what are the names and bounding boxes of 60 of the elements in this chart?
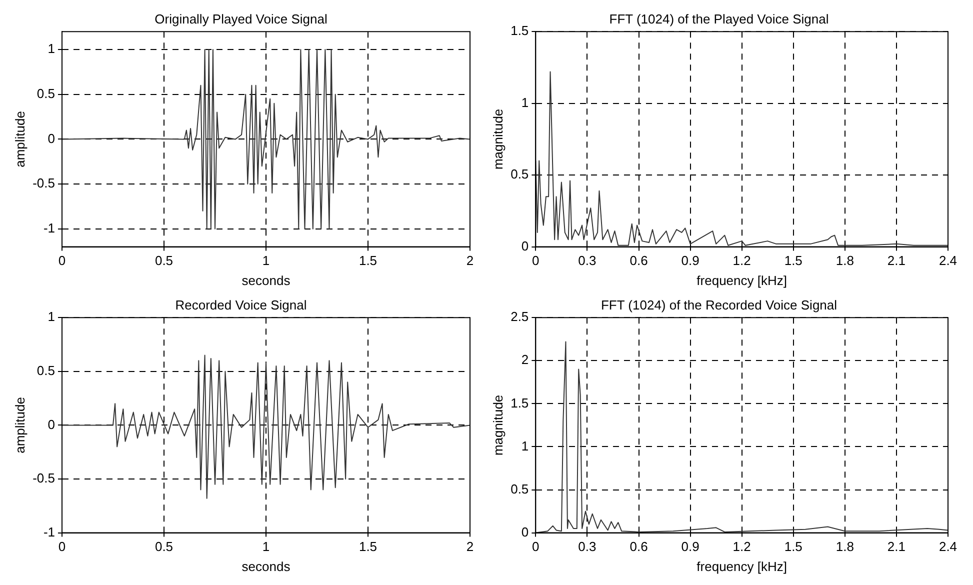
y-tick-label: -1 [43,220,55,236]
y-tick-label: 0 [521,524,529,540]
y-tick-label: 1 [521,94,529,110]
chart-title: FFT (1024) of the Recorded Voice Signal [600,297,838,312]
y-tick-label: -0.5 [32,470,55,486]
y-tick-label: 0.5 [36,362,55,378]
x-tick-label: 1 [262,253,270,268]
y-tick-label: 0 [48,130,55,146]
x-tick-label: 0.3 [578,539,596,554]
y-tick-label: -0.5 [32,176,55,191]
y-tick-label: 1 [48,41,55,56]
x-axis-title: seconds [242,272,291,288]
x-tick-label: 0 [58,253,66,268]
x-tick-label: 2.4 [938,253,958,268]
x-tick-label: 0.6 [630,539,648,554]
x-tick-label: 1 [262,539,270,554]
x-tick-label: 0.6 [630,253,648,268]
y-tick-label: 0.5 [510,481,529,496]
x-tick-label: 0 [532,253,540,268]
y-axis-title: magnitude [490,108,506,170]
x-axis-title: frequency [kHz] [696,272,787,288]
x-tick-label: 1.5 [358,539,378,554]
y-tick-label: 1.5 [510,23,529,38]
x-tick-label: 0 [58,539,66,554]
y-tick-label: 0.5 [510,166,529,182]
x-tick-label: 1.8 [836,253,854,268]
x-tick-label: 1.8 [836,539,854,554]
y-tick-label: -1 [43,524,55,540]
y-tick-label: 0.5 [36,86,55,101]
x-tick-label: 1.2 [732,539,751,554]
y-tick-label: 0 [48,416,55,432]
chart-title: Recorded Voice Signal [175,297,307,312]
y-tick-label: 1 [521,438,529,454]
y-tick-label: 2 [521,352,529,368]
x-tick-label: 1.5 [784,253,802,268]
y-tick-label: 1.5 [510,395,529,410]
x-axis-title: frequency [kHz] [696,558,787,574]
x-tick-label: 2 [466,253,474,268]
chart-title: FFT (1024) of the Played Voice Signal [609,11,829,26]
x-tick-label: 1.5 [358,253,378,268]
x-axis-title: seconds [242,558,291,574]
x-tick-label: 2.4 [938,539,958,554]
x-tick-label: 0.5 [154,253,174,268]
x-tick-label: 2.1 [887,253,906,268]
y-tick-label: 2.5 [510,309,529,324]
x-tick-label: 2 [466,539,474,554]
x-tick-label: 0.3 [578,253,596,268]
x-tick-label: 1.5 [784,539,802,554]
x-tick-label: 2.1 [887,539,906,554]
x-tick-label: 1.2 [732,253,751,268]
y-axis-title: amplitude [12,397,28,454]
chart-title: Originally Played Voice Signal [154,11,328,26]
y-axis-title: magnitude [490,394,506,456]
x-tick-label: 0.9 [681,253,700,268]
x-tick-label: 0.5 [154,539,174,554]
y-tick-label: 0 [521,238,529,254]
y-tick-label: 1 [48,309,55,324]
x-tick-label: 0 [532,539,540,554]
x-tick-label: 0.9 [681,539,700,554]
y-axis-title: amplitude [12,111,28,168]
